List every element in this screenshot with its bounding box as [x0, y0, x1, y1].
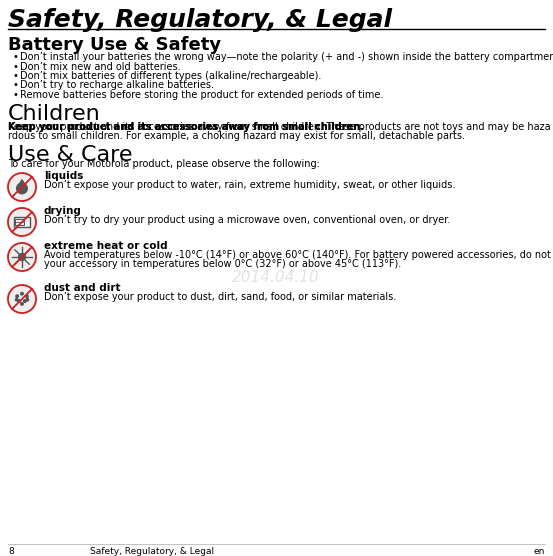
Text: •: •	[12, 90, 18, 100]
Text: Safety, Regulatory, & Legal: Safety, Regulatory, & Legal	[90, 547, 214, 556]
Text: Don’t try to dry your product using a microwave oven, conventional oven, or drye: Don’t try to dry your product using a mi…	[44, 215, 450, 225]
Text: Keep your product and its accessories away from small children. These products a: Keep your product and its accessories aw…	[8, 122, 551, 132]
Bar	[14, 217, 30, 227]
Text: rdous to small children. For example, a choking hazard may exist for small, deta: rdous to small children. For example, a …	[8, 131, 465, 141]
Circle shape	[25, 295, 28, 297]
Circle shape	[16, 295, 18, 297]
Text: Keep your product and its accessories away from small children.: Keep your product and its accessories aw…	[8, 122, 364, 132]
Text: your accessory in temperatures below 0°C (32°F) or above 45°C (113°F).: your accessory in temperatures below 0°C…	[44, 259, 401, 269]
Text: dust and dirt: dust and dirt	[44, 283, 121, 293]
Text: Don’t install your batteries the wrong way—note the polarity (+ and -) shown ins: Don’t install your batteries the wrong w…	[20, 52, 553, 62]
Text: •: •	[12, 62, 18, 72]
Text: To care for your Motorola product, please observe the following:: To care for your Motorola product, pleas…	[8, 159, 320, 169]
Text: Don’t try to recharge alkaline batteries.: Don’t try to recharge alkaline batteries…	[20, 81, 214, 91]
Text: extreme heat or cold: extreme heat or cold	[44, 241, 168, 251]
Text: Children: Children	[8, 105, 101, 125]
Text: liquids: liquids	[44, 171, 84, 181]
Circle shape	[17, 183, 27, 193]
Circle shape	[18, 254, 25, 261]
Text: •: •	[12, 71, 18, 81]
Text: drying: drying	[44, 206, 82, 216]
Text: Don’t mix batteries of different types (alkaline/rechargeable).: Don’t mix batteries of different types (…	[20, 71, 321, 81]
Text: Safety, Regulatory, & Legal: Safety, Regulatory, & Legal	[8, 8, 392, 32]
Circle shape	[18, 300, 20, 302]
Text: •: •	[12, 81, 18, 91]
Text: en: en	[534, 547, 545, 556]
Circle shape	[7, 242, 37, 272]
Circle shape	[21, 292, 23, 295]
Circle shape	[24, 300, 26, 302]
Text: Avoid temperatures below -10°C (14°F) or above 60°C (140°F). For battery powered: Avoid temperatures below -10°C (14°F) or…	[44, 250, 553, 260]
Polygon shape	[18, 180, 26, 186]
Text: Don’t mix new and old batteries.: Don’t mix new and old batteries.	[20, 62, 181, 72]
Bar	[15, 219, 24, 225]
Circle shape	[15, 299, 18, 301]
Circle shape	[21, 302, 23, 305]
Circle shape	[7, 284, 37, 314]
Text: Remove batteries before storing the product for extended periods of time.: Remove batteries before storing the prod…	[20, 90, 383, 100]
Text: •: •	[12, 52, 18, 62]
Text: Battery Use & Safety: Battery Use & Safety	[8, 36, 221, 54]
Text: 8: 8	[8, 547, 14, 556]
Text: Use & Care: Use & Care	[8, 145, 133, 165]
Text: Don’t expose your product to dust, dirt, sand, food, or similar materials.: Don’t expose your product to dust, dirt,…	[44, 292, 397, 302]
Text: Keep your product and its accessories away from small children.: Keep your product and its accessories aw…	[8, 122, 364, 132]
Text: Don’t expose your product to water, rain, extreme humidity, sweat, or other liqu: Don’t expose your product to water, rain…	[44, 180, 455, 190]
Circle shape	[7, 207, 37, 237]
Circle shape	[7, 172, 37, 202]
Text: 2014.04.10: 2014.04.10	[232, 271, 320, 285]
Circle shape	[26, 299, 29, 301]
